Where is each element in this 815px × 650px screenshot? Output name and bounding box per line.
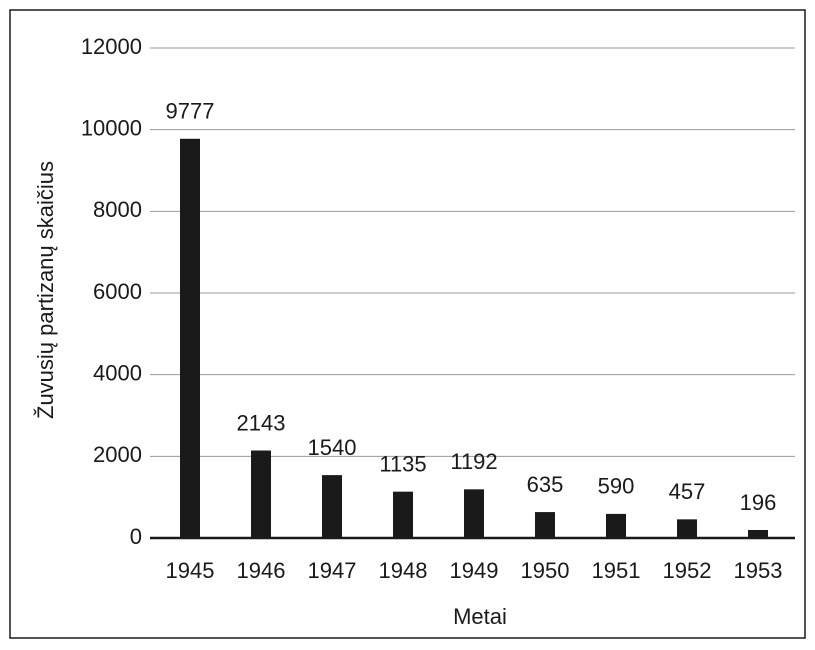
y-tick-label: 6000	[93, 279, 142, 304]
x-tick-label: 1949	[450, 558, 499, 583]
bar	[677, 519, 697, 538]
bar	[606, 513, 626, 538]
x-tick-label: 1952	[663, 558, 712, 583]
y-tick-label: 4000	[93, 360, 142, 385]
bar	[535, 512, 555, 538]
chart-frame	[9, 9, 806, 639]
bar	[251, 450, 271, 538]
x-axis-label: Metai	[453, 604, 507, 629]
value-label: 1540	[308, 435, 357, 460]
x-tick-label: 1953	[734, 558, 783, 583]
x-tick-label: 1945	[166, 558, 215, 583]
bar	[393, 491, 413, 538]
x-tick-label: 1948	[379, 558, 428, 583]
value-label: 196	[740, 490, 777, 515]
y-tick-label: 10000	[81, 115, 142, 140]
bar	[748, 529, 768, 538]
value-label: 457	[669, 479, 706, 504]
x-tick-label: 1946	[237, 558, 286, 583]
x-tick-label: 1947	[308, 558, 357, 583]
bar	[322, 475, 342, 538]
value-label: 635	[527, 472, 564, 497]
x-tick-label: 1951	[592, 558, 641, 583]
x-tick-label: 1950	[521, 558, 570, 583]
y-tick-label: 12000	[81, 34, 142, 59]
value-label: 1192	[450, 449, 497, 474]
y-axis-label: Žuvusių partizanų skaičius	[33, 161, 58, 419]
y-tick-label: 0	[130, 524, 142, 549]
bar	[464, 489, 484, 538]
bar	[180, 138, 200, 538]
value-label: 590	[598, 474, 635, 499]
y-tick-label: 8000	[93, 197, 142, 222]
value-label: 9777	[166, 99, 215, 124]
value-label: 2143	[237, 410, 286, 435]
value-label: 1135	[379, 451, 426, 476]
y-tick-label: 2000	[93, 442, 142, 467]
